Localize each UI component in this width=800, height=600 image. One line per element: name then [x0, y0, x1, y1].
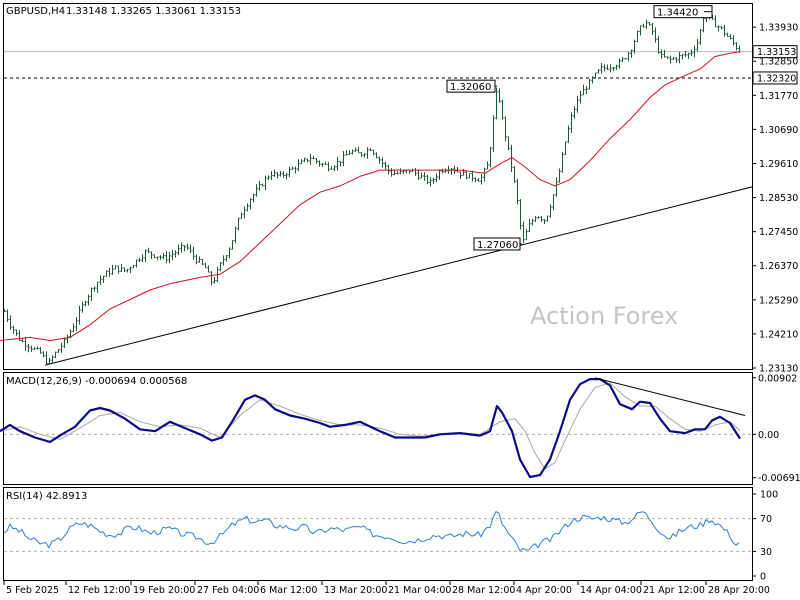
price-axis: 1.33930 1.32850 1.31770 1.30690 1.29610 1.285…: [752, 23, 798, 375]
time-tick-label: 28 Mar 12:00: [452, 585, 515, 596]
time-tick-label: 28 Apr 20:00: [708, 585, 770, 596]
price-annotation-label: 1.27060: [477, 240, 518, 251]
rsi-axis: 100 70 30 0: [752, 490, 778, 583]
current-price-label: 1.33153: [757, 47, 796, 58]
price-annotation-label: 1.34420: [657, 7, 698, 18]
time-tick-label: 21 Mar 04:00: [388, 585, 451, 596]
time-tick-label: 4 Apr 20:00: [516, 585, 572, 596]
price-tick-label: 1.31770: [759, 91, 798, 102]
price-tick-label: 1.25290: [759, 295, 798, 306]
macd-trendline: [594, 377, 746, 416]
rsi-tick-label: 0: [760, 572, 766, 583]
price-annotation-label: 1.32060: [450, 82, 491, 93]
price-tick-label: 1.27450: [759, 227, 798, 238]
support-level-box: [752, 71, 798, 85]
chart-symbol-header: GBPUSD,H4: [6, 6, 65, 17]
time-axis: 5 Feb 2025 12 Feb 12:00 19 Feb 20:00 27 Feb…: [3, 581, 770, 596]
time-tick-label: 5 Feb 2025: [6, 585, 59, 596]
moving-average-line: [0, 51, 741, 341]
watermark: Action Forex: [530, 302, 678, 330]
rsi-line: [3, 511, 740, 552]
price-tick-label: 1.33930: [759, 23, 798, 34]
price-tick-label: 1.28530: [759, 193, 798, 204]
time-tick-label: 6 Mar 12:00: [260, 585, 317, 596]
rsi-tick-label: 30: [760, 547, 772, 558]
time-tick-label: 12 Feb 12:00: [68, 585, 130, 596]
macd-tick-label: -0.006915: [758, 473, 800, 484]
price-layer: 1.34420 1.32060 1.27060: [0, 5, 753, 366]
rsi-layer: [3, 511, 752, 552]
time-tick-label: 21 Apr 12:00: [643, 585, 705, 596]
macd-title: MACD(12,26,9) -0.000694 0.000568: [6, 376, 187, 387]
price-trendline: [44, 186, 753, 366]
time-tick-label: 13 Mar 20:00: [324, 585, 387, 596]
price-tick-label: 1.30690: [759, 125, 798, 136]
macd-main-line: [0, 378, 741, 479]
macd-axis: 0.00902 0.00 -0.006915: [752, 373, 800, 484]
price-tick-label: 1.24210: [759, 329, 798, 340]
time-tick-label: 27 Feb 04:00: [197, 585, 259, 596]
macd-tick-label: 0.00902: [758, 373, 797, 384]
current-price-box: [752, 45, 798, 59]
support-level-label: 1.32320: [757, 73, 796, 84]
rsi-panel-frame: [3, 487, 753, 581]
rsi-title: RSI(14) 42.8913: [6, 491, 87, 502]
rsi-tick-label: 70: [760, 514, 772, 525]
price-tick-label: 1.32850: [759, 57, 798, 68]
time-tick-label: 19 Feb 20:00: [133, 585, 195, 596]
price-tick-label: 1.23130: [759, 364, 798, 375]
price-tick-label: 1.26370: [759, 261, 798, 272]
chart-ohlc-header: 1.33148 1.33265 1.33061 1.33153: [66, 6, 241, 17]
time-tick-label: 14 Apr 04:00: [580, 585, 642, 596]
price-tick-label: 1.29610: [759, 159, 798, 170]
macd-tick-label: 0.00: [758, 430, 779, 441]
rsi-tick-label: 100: [760, 490, 778, 501]
price-panel-frame: [3, 3, 753, 370]
macd-layer: [0, 377, 752, 479]
